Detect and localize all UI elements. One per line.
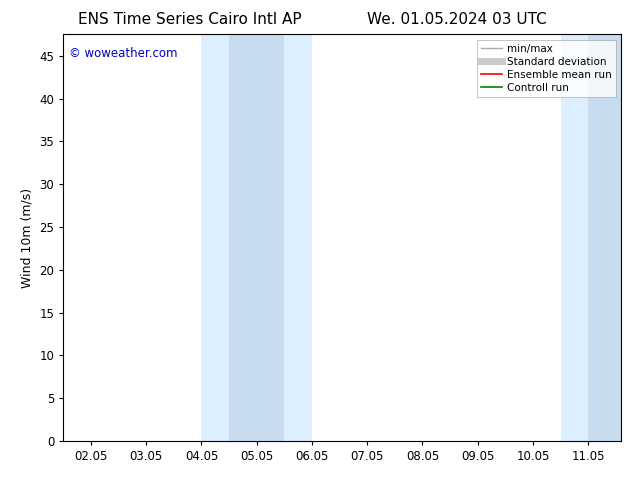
- Text: © woweather.com: © woweather.com: [69, 47, 178, 59]
- Bar: [560, 34, 588, 441]
- Legend: min/max, Standard deviation, Ensemble mean run, Controll run: min/max, Standard deviation, Ensemble me…: [477, 40, 616, 97]
- Bar: [285, 34, 312, 441]
- Y-axis label: Wind 10m (m/s): Wind 10m (m/s): [21, 188, 34, 288]
- Text: We. 01.05.2024 03 UTC: We. 01.05.2024 03 UTC: [366, 12, 547, 27]
- Text: ENS Time Series Cairo Intl AP: ENS Time Series Cairo Intl AP: [79, 12, 302, 27]
- Bar: [202, 34, 229, 441]
- Bar: [229, 34, 285, 441]
- Bar: [588, 34, 621, 441]
